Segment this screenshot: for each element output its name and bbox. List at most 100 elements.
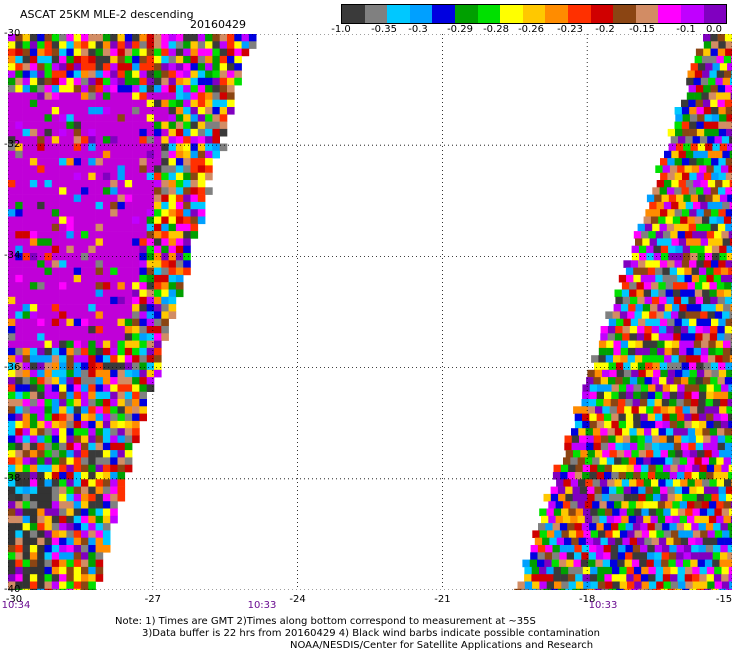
swath-cell bbox=[169, 290, 177, 298]
swath-cell bbox=[708, 311, 716, 319]
swath-cell bbox=[575, 414, 583, 422]
swath-cell bbox=[81, 282, 89, 290]
swath-cell bbox=[650, 304, 658, 312]
swath-cell bbox=[30, 384, 38, 392]
swath-cell bbox=[118, 231, 126, 239]
swath-cell bbox=[702, 457, 710, 465]
swath-cell bbox=[718, 209, 726, 217]
swath-cell bbox=[8, 545, 16, 553]
swath-cell bbox=[597, 392, 605, 400]
swath-cell bbox=[96, 275, 104, 283]
swath-cell bbox=[30, 392, 38, 400]
swath-cell bbox=[705, 63, 713, 71]
swath-cell bbox=[664, 238, 672, 246]
swath-cell bbox=[8, 49, 16, 57]
note-line-2: 3)Data buffer is 22 hrs from 20160429 4)… bbox=[142, 628, 600, 639]
swath-cell bbox=[719, 246, 727, 254]
swath-cell bbox=[8, 297, 16, 305]
swath-cell bbox=[176, 246, 184, 254]
swath-cell bbox=[45, 319, 53, 327]
swath-cell bbox=[30, 494, 38, 502]
swath-cell bbox=[118, 253, 126, 261]
swath-cell bbox=[103, 129, 111, 137]
swath-cell bbox=[595, 494, 603, 502]
swath-cell bbox=[681, 428, 689, 436]
swath-cell bbox=[15, 319, 23, 327]
swath-cell bbox=[634, 567, 642, 575]
swath-cell bbox=[110, 129, 118, 137]
swath-cell bbox=[88, 355, 96, 363]
swath-cell bbox=[191, 202, 199, 210]
swath-cell bbox=[103, 41, 111, 49]
swath-cell bbox=[610, 560, 618, 568]
swath-cell bbox=[125, 377, 133, 385]
swath-cell bbox=[612, 384, 620, 392]
swath-cell bbox=[30, 297, 38, 305]
swath-cell bbox=[693, 509, 701, 517]
swath-cell bbox=[52, 209, 60, 217]
swath-cell bbox=[176, 224, 184, 232]
swath-cell bbox=[604, 523, 612, 531]
swath-cell bbox=[161, 49, 169, 57]
swath-cell bbox=[659, 428, 667, 436]
swath-cell bbox=[664, 202, 672, 210]
swath-cell bbox=[132, 231, 140, 239]
swath-cell bbox=[604, 574, 612, 582]
swath-cell bbox=[677, 268, 685, 276]
swath-cell bbox=[582, 545, 590, 553]
swath-cell bbox=[8, 421, 16, 429]
swath-cell bbox=[88, 545, 96, 553]
swath-cell bbox=[154, 136, 162, 144]
swath-cell bbox=[530, 552, 538, 560]
swath-cell bbox=[679, 151, 687, 159]
swath-cell bbox=[103, 246, 111, 254]
swath-cell bbox=[103, 238, 111, 246]
swath-cell bbox=[15, 63, 23, 71]
swath-cell bbox=[110, 180, 118, 188]
swath-cell bbox=[653, 487, 661, 495]
swath-cell bbox=[183, 151, 191, 159]
swath-cell bbox=[636, 479, 644, 487]
swath-cell bbox=[52, 290, 60, 298]
swath-cell bbox=[169, 122, 177, 130]
swath-cell bbox=[719, 370, 727, 378]
swath-cell bbox=[573, 494, 581, 502]
swath-cell bbox=[660, 187, 668, 195]
swath-cell bbox=[641, 384, 649, 392]
swath-cell bbox=[709, 457, 717, 465]
swath-cell bbox=[220, 107, 228, 115]
swath-cell bbox=[637, 297, 645, 305]
swath-cell bbox=[15, 297, 23, 305]
swath-cell bbox=[725, 297, 732, 305]
swath-cell bbox=[118, 114, 126, 122]
swath-cell bbox=[169, 136, 177, 144]
swath-cell bbox=[558, 494, 566, 502]
swath-cell bbox=[118, 144, 126, 152]
swath-cell bbox=[729, 574, 733, 582]
swath-cell bbox=[718, 100, 726, 108]
swath-cell bbox=[88, 231, 96, 239]
swath-cell bbox=[81, 414, 89, 422]
swath-cell bbox=[212, 78, 220, 86]
swath-cell bbox=[657, 348, 665, 356]
swath-cell bbox=[30, 195, 38, 203]
swath-cell bbox=[45, 78, 53, 86]
swath-cell bbox=[88, 151, 96, 159]
swath-cell bbox=[125, 224, 133, 232]
swath-cell bbox=[59, 574, 67, 582]
swath-cell bbox=[30, 582, 38, 590]
swath-cell bbox=[30, 457, 38, 465]
swath-cell bbox=[45, 363, 53, 371]
swath-cell bbox=[110, 421, 118, 429]
swath-cell bbox=[81, 567, 89, 575]
swath-cell bbox=[726, 209, 732, 217]
swath-cell bbox=[96, 399, 104, 407]
swath-cell bbox=[52, 436, 60, 444]
swath-cell bbox=[59, 41, 67, 49]
swath-cell bbox=[96, 268, 104, 276]
swath-cell bbox=[66, 457, 74, 465]
swath-cell bbox=[660, 209, 668, 217]
swath-cell bbox=[716, 348, 724, 356]
swath-cell bbox=[66, 355, 74, 363]
swath-cell bbox=[646, 450, 654, 458]
